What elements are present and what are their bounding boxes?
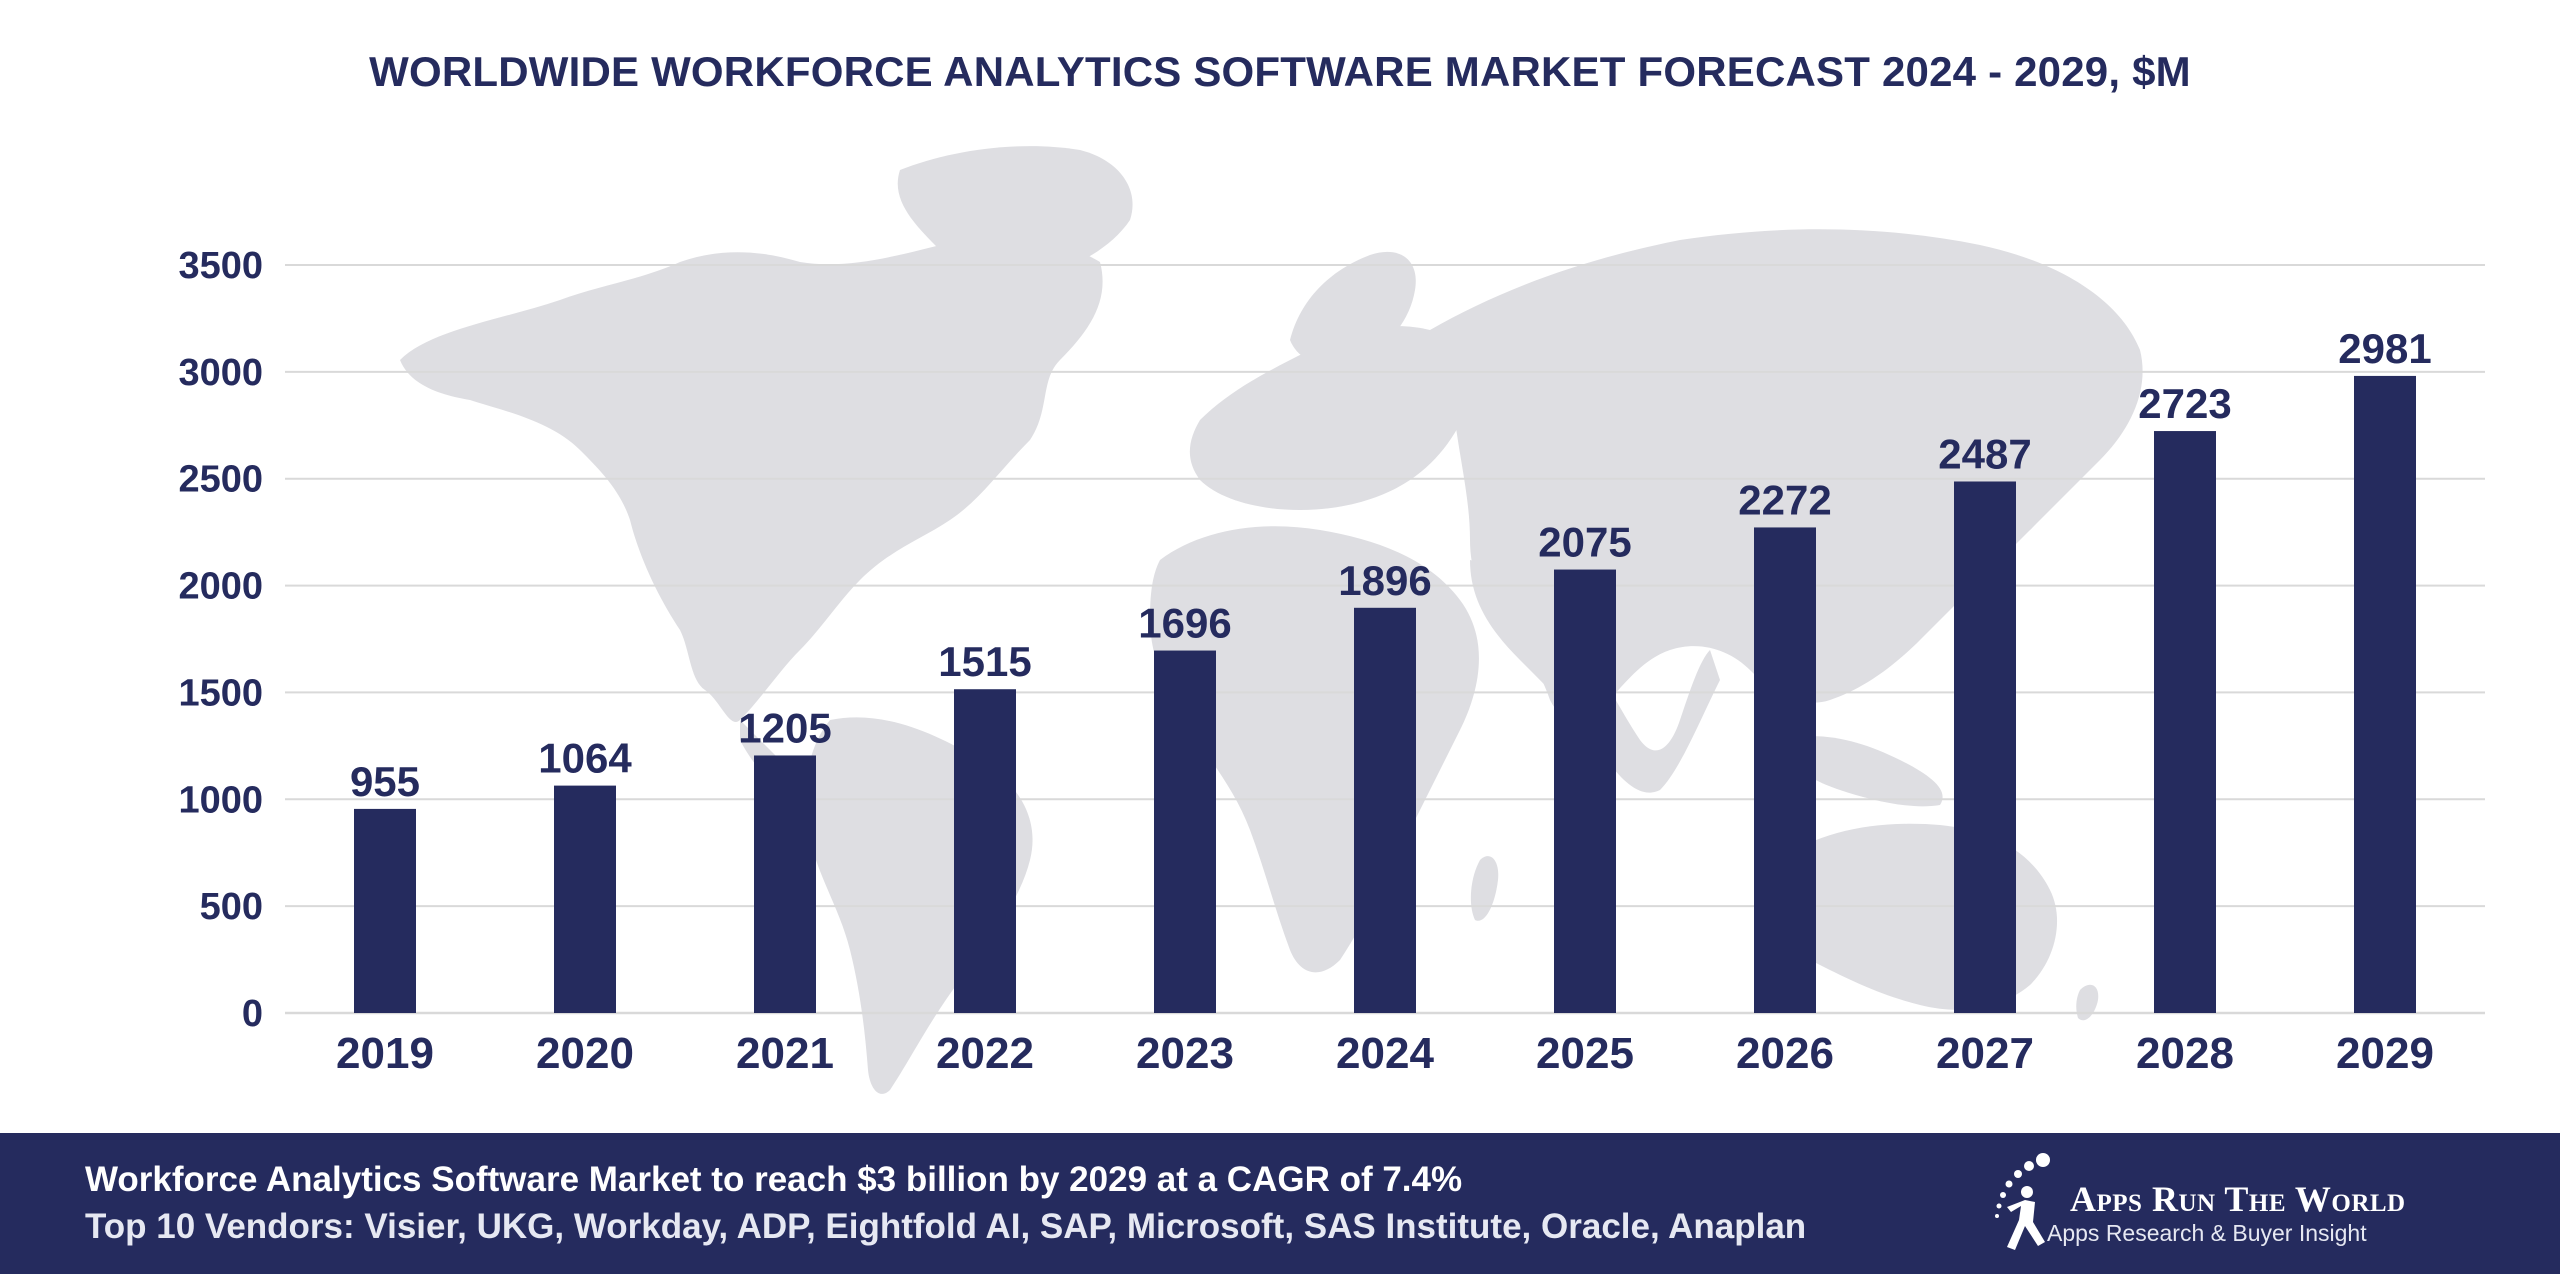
- x-tick-label: 2021: [736, 1029, 834, 1078]
- bar-2027: [1954, 481, 2016, 1014]
- logo-tagline: Apps Research & Buyer Insight: [2047, 1220, 2367, 1246]
- bar-2019: [354, 808, 416, 1013]
- data-label: 2487: [1938, 430, 2031, 477]
- y-tick-label: 1000: [178, 779, 263, 821]
- x-tick-label: 2022: [936, 1029, 1034, 1078]
- bar-2021: [754, 755, 816, 1013]
- data-label: 1896: [1338, 557, 1431, 604]
- x-tick-label: 2029: [2336, 1029, 2434, 1078]
- x-tick-label: 2024: [1336, 1029, 1434, 1078]
- bar-2023: [1154, 650, 1216, 1013]
- y-tick-label: 2500: [178, 459, 263, 501]
- data-label: 1064: [538, 735, 632, 782]
- bar-2028: [2154, 431, 2216, 1013]
- y-tick-label: 2000: [178, 566, 263, 608]
- footer-vendors: Top 10 Vendors: Visier, UKG, Workday, AD…: [85, 1207, 1807, 1246]
- y-tick-label: 1500: [178, 672, 263, 714]
- x-tick-label: 2019: [336, 1029, 434, 1078]
- data-label: 2723: [2138, 380, 2231, 427]
- bar-2026: [1754, 527, 1816, 1013]
- x-tick-label: 2026: [1736, 1029, 1834, 1078]
- runner-logo-icon: [1995, 1153, 2050, 1250]
- x-tick-label: 2025: [1536, 1029, 1634, 1078]
- footer-band: [0, 1133, 2560, 1274]
- map-madagascar: [1470, 856, 1499, 921]
- bar-chart: 0 500 1000 1500 2000 2500 3000 3500 955 1064 1205…: [178, 146, 2485, 1094]
- data-label: 955: [350, 758, 420, 805]
- map-japan: [2007, 447, 2061, 534]
- data-label: 1696: [1138, 600, 1231, 647]
- bar-2024: [1354, 607, 1416, 1013]
- bar-2022: [954, 689, 1016, 1013]
- x-tick-label: 2027: [1936, 1029, 2034, 1078]
- bar-2029: [2354, 375, 2416, 1013]
- map-southeast-asia: [1780, 736, 1943, 807]
- data-label: 2075: [1538, 519, 1631, 566]
- y-tick-label: 3000: [178, 352, 263, 394]
- data-label: 1205: [738, 704, 831, 751]
- footer-headline: Workforce Analytics Software Market to r…: [85, 1160, 1463, 1199]
- y-tick-label: 3500: [178, 245, 263, 287]
- world-map-background: [400, 146, 2143, 1094]
- x-tick-label: 2023: [1136, 1029, 1234, 1078]
- y-tick-label: 0: [242, 993, 263, 1035]
- bar-2025: [1554, 569, 1616, 1013]
- bars: [354, 375, 2416, 1014]
- y-axis: 0 500 1000 1500 2000 2500 3000 3500: [178, 245, 263, 1035]
- map-greenland: [897, 146, 1133, 281]
- data-labels: 955 1064 1205 1515 1696 1896 2075 2272 2487 2723 2…: [350, 325, 2432, 805]
- map-new-zealand: [2076, 984, 2099, 1021]
- bar-2020: [554, 785, 616, 1013]
- map-scandinavia: [1290, 251, 1416, 365]
- x-tick-label: 2020: [536, 1029, 634, 1078]
- y-tick-label: 500: [200, 886, 263, 928]
- x-axis: 2019 2020 2021 2022 2023 2024 2025 2026 2027 2028…: [336, 1029, 2434, 1078]
- data-label: 2272: [1738, 476, 1831, 523]
- logo-name: Apps Run The World: [2070, 1179, 2406, 1219]
- data-label: 1515: [938, 638, 1031, 685]
- x-tick-label: 2028: [2136, 1029, 2234, 1078]
- chart-title: WORLDWIDE WORKFORCE ANALYTICS SOFTWARE M…: [369, 48, 2191, 95]
- data-label: 2981: [2338, 325, 2431, 372]
